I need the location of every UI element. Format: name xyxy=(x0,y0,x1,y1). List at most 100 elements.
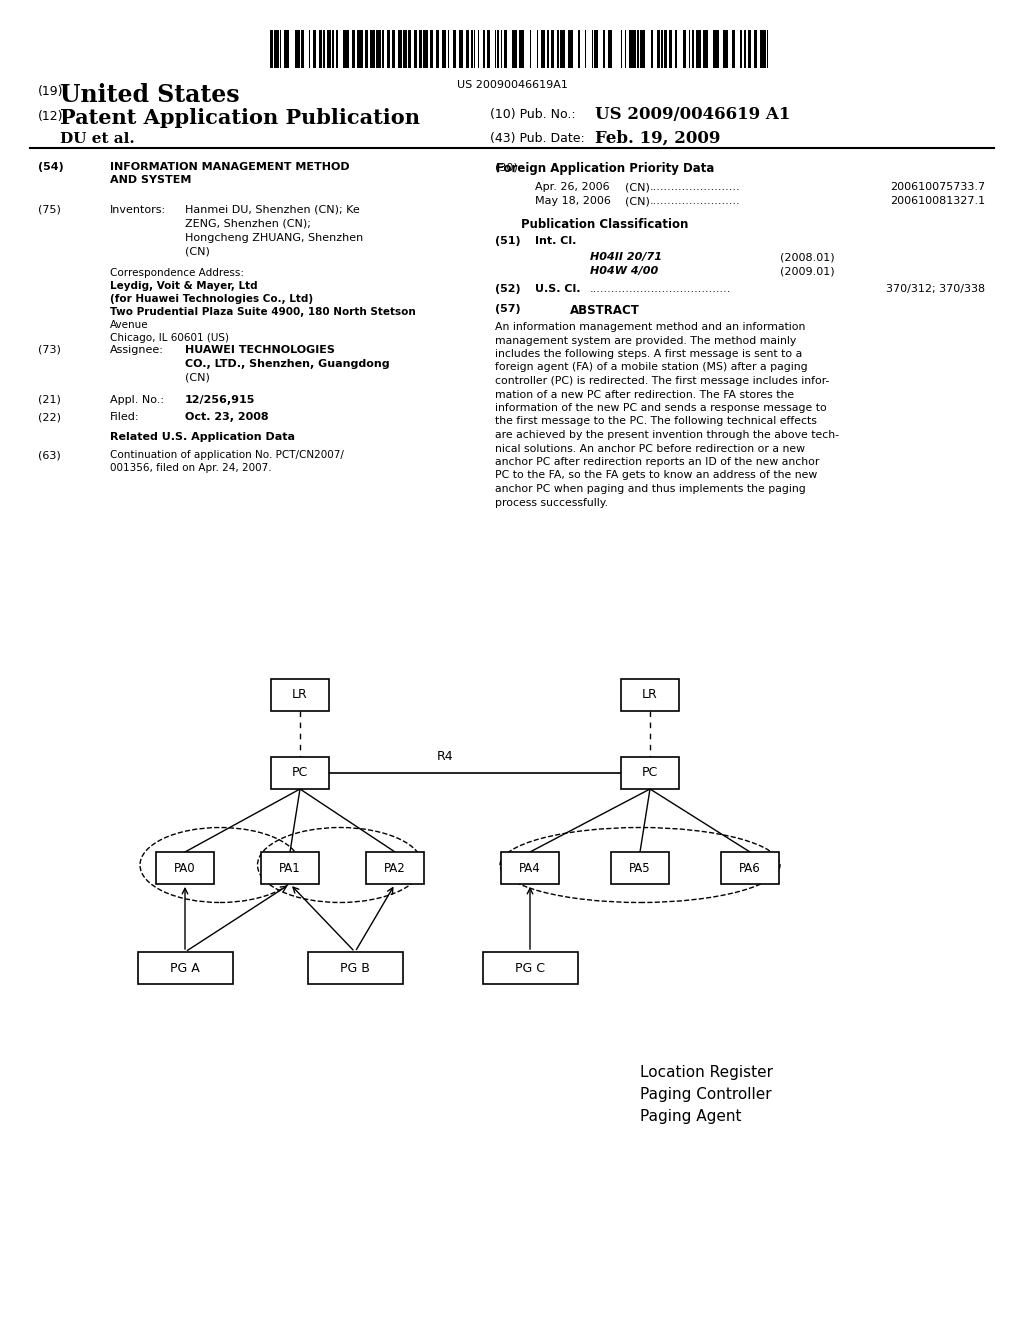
Text: Appl. No.:: Appl. No.: xyxy=(110,395,164,405)
Bar xyxy=(611,851,669,884)
Bar xyxy=(156,851,214,884)
Text: process successfully.: process successfully. xyxy=(495,498,608,507)
Text: (CN): (CN) xyxy=(185,374,210,383)
Text: are achieved by the present invention through the above tech-: are achieved by the present invention th… xyxy=(495,430,839,440)
Bar xyxy=(664,30,667,69)
Text: An information management method and an information: An information management method and an … xyxy=(495,322,805,333)
Text: PA6: PA6 xyxy=(739,862,761,874)
Text: PC: PC xyxy=(642,767,658,780)
Bar xyxy=(392,30,394,69)
Bar xyxy=(621,756,679,789)
Text: (52): (52) xyxy=(495,284,520,294)
Bar xyxy=(487,30,489,69)
Text: Feb. 19, 2009: Feb. 19, 2009 xyxy=(595,129,720,147)
Text: (54): (54) xyxy=(38,162,63,172)
Text: (30): (30) xyxy=(495,162,518,172)
Bar xyxy=(640,30,645,69)
Text: Hongcheng ZHUANG, Shenzhen: Hongcheng ZHUANG, Shenzhen xyxy=(185,234,364,243)
Text: Related U.S. Application Data: Related U.S. Application Data xyxy=(110,432,295,442)
Bar xyxy=(542,30,545,69)
Bar xyxy=(529,30,531,69)
Bar xyxy=(603,30,605,69)
Bar xyxy=(683,30,686,69)
Text: LR: LR xyxy=(642,689,657,701)
Bar xyxy=(398,30,401,69)
Bar xyxy=(414,30,417,69)
Bar xyxy=(695,30,701,69)
Bar xyxy=(483,30,484,69)
Text: Oct. 23, 2008: Oct. 23, 2008 xyxy=(185,412,268,422)
Text: Correspondence Address:: Correspondence Address: xyxy=(110,268,244,279)
Bar xyxy=(466,30,469,69)
Text: US 20090046619A1: US 20090046619A1 xyxy=(457,81,567,90)
Text: (CN): (CN) xyxy=(185,247,210,257)
Text: (63): (63) xyxy=(38,450,60,459)
Text: PA1: PA1 xyxy=(280,862,301,874)
Text: .........................: ......................... xyxy=(650,182,740,191)
Bar xyxy=(714,30,719,69)
Text: controller (PC) is redirected. The first message includes infor-: controller (PC) is redirected. The first… xyxy=(495,376,829,385)
Bar xyxy=(740,30,741,69)
Text: mation of a new PC after redirection. The FA stores the: mation of a new PC after redirection. Th… xyxy=(495,389,795,400)
Bar xyxy=(512,30,517,69)
Text: (21): (21) xyxy=(38,395,60,405)
Text: .......................................: ....................................... xyxy=(590,284,731,294)
Bar xyxy=(295,30,300,69)
Text: Paging Controller: Paging Controller xyxy=(640,1086,772,1102)
Text: foreign agent (FA) of a mobile station (MS) after a paging: foreign agent (FA) of a mobile station (… xyxy=(495,363,808,372)
Bar xyxy=(366,30,368,69)
Text: anchor PC when paging and thus implements the paging: anchor PC when paging and thus implement… xyxy=(495,484,806,494)
Text: H04II 20/71: H04II 20/71 xyxy=(590,252,662,261)
Bar xyxy=(594,30,598,69)
Bar xyxy=(637,30,639,69)
Bar xyxy=(323,30,325,69)
Text: PA5: PA5 xyxy=(629,862,651,874)
Text: Int. Cl.: Int. Cl. xyxy=(535,236,577,246)
Bar xyxy=(567,30,573,69)
Bar xyxy=(423,30,428,69)
Text: 12/256,915: 12/256,915 xyxy=(185,395,255,405)
Bar xyxy=(689,30,690,69)
Text: 200610081327.1: 200610081327.1 xyxy=(890,195,985,206)
Text: Patent Application Publication: Patent Application Publication xyxy=(60,108,420,128)
Bar xyxy=(387,30,390,69)
Text: (22): (22) xyxy=(38,412,61,422)
Bar xyxy=(313,30,316,69)
Bar xyxy=(501,30,503,69)
Bar xyxy=(732,30,734,69)
Text: information of the new PC and sends a response message to: information of the new PC and sends a re… xyxy=(495,403,826,413)
Bar xyxy=(430,30,432,69)
Text: PA4: PA4 xyxy=(519,862,541,874)
Bar xyxy=(621,678,679,711)
Bar xyxy=(560,30,565,69)
Text: includes the following steps. A first message is sent to a: includes the following steps. A first me… xyxy=(495,348,802,359)
Bar xyxy=(332,30,335,69)
Text: (75): (75) xyxy=(38,205,60,215)
Bar xyxy=(137,952,232,983)
Bar xyxy=(471,30,473,69)
Text: management system are provided. The method mainly: management system are provided. The meth… xyxy=(495,335,797,346)
Bar xyxy=(608,30,612,69)
Bar xyxy=(319,30,323,69)
Bar xyxy=(692,30,694,69)
Text: (73): (73) xyxy=(38,345,60,355)
Text: Apr. 26, 2006: Apr. 26, 2006 xyxy=(535,182,609,191)
Bar xyxy=(382,30,384,69)
Text: Inventors:: Inventors: xyxy=(110,205,166,215)
Bar xyxy=(459,30,463,69)
Text: US 2009/0046619 A1: US 2009/0046619 A1 xyxy=(595,106,791,123)
Text: (2009.01): (2009.01) xyxy=(780,267,835,276)
Text: (CN): (CN) xyxy=(625,195,650,206)
Text: PA0: PA0 xyxy=(174,862,196,874)
Text: (51): (51) xyxy=(495,236,520,246)
Bar xyxy=(482,952,578,983)
Bar xyxy=(301,30,303,69)
Text: Hanmei DU, Shenzhen (CN); Ke: Hanmei DU, Shenzhen (CN); Ke xyxy=(185,205,359,215)
Bar xyxy=(579,30,580,69)
Text: ZENG, Shenzhen (CN);: ZENG, Shenzhen (CN); xyxy=(185,219,311,228)
Text: CO., LTD., Shenzhen, Guangdong: CO., LTD., Shenzhen, Guangdong xyxy=(185,359,389,370)
Bar xyxy=(650,30,653,69)
Bar xyxy=(519,30,524,69)
Text: Assignee:: Assignee: xyxy=(110,345,164,355)
Bar xyxy=(744,30,746,69)
